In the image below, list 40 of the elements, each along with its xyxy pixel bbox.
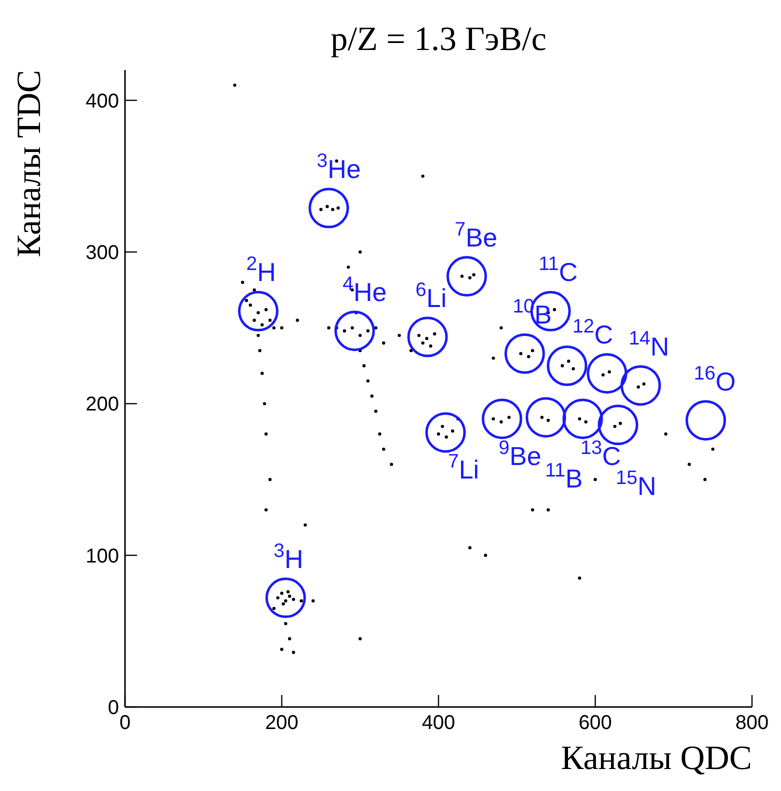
point [526, 397, 566, 438]
annotation: $^{14}$N [628, 327, 670, 362]
point [334, 310, 375, 352]
point [686, 400, 726, 441]
annotation: $^{6}$Li [416, 278, 447, 313]
annotation: $^{7}$Li [448, 450, 480, 484]
x-tick-label: 200 [265, 712, 298, 734]
x-tick-label: 600 [578, 712, 612, 734]
point [620, 365, 661, 406]
annotation: $^{16}$O [694, 362, 736, 396]
point [308, 188, 350, 228]
point [546, 346, 588, 386]
annotation: $^{3}$H [274, 540, 304, 574]
x-tick-label: 800 [735, 712, 769, 734]
annotation: $^{4}$He [342, 272, 387, 307]
point [562, 398, 603, 440]
y-tick-label: 400 [86, 90, 119, 112]
annotation: $^{12}$C [572, 315, 614, 350]
annotation: $^{7}$Be [454, 218, 498, 252]
point [446, 256, 487, 297]
annotation: $^{11}$C [538, 253, 578, 288]
point [425, 412, 466, 453]
y-tick-label: 100 [86, 545, 119, 568]
point [482, 398, 522, 440]
x-tick-label: 400 [422, 712, 456, 734]
y-tick-label: 200 [86, 394, 119, 416]
chart-title: p/Z = 1.3 ГэВ/c [330, 21, 546, 58]
x-axis-title: Каналы QDC [560, 740, 752, 777]
y-tick-label: 300 [86, 242, 119, 264]
point [265, 578, 306, 618]
point [407, 316, 448, 358]
point [586, 353, 628, 394]
annotation: $^{3}$He [316, 150, 361, 184]
annotation: $^{2}$H [246, 253, 276, 288]
annotation: $^{9}$Be [498, 436, 542, 471]
point [504, 333, 545, 374]
annotation: $^{11}$B [545, 459, 583, 494]
y-tick-label: 0 [108, 697, 119, 719]
y-axis-title: Каналы TDC [11, 70, 48, 258]
point [238, 290, 278, 332]
